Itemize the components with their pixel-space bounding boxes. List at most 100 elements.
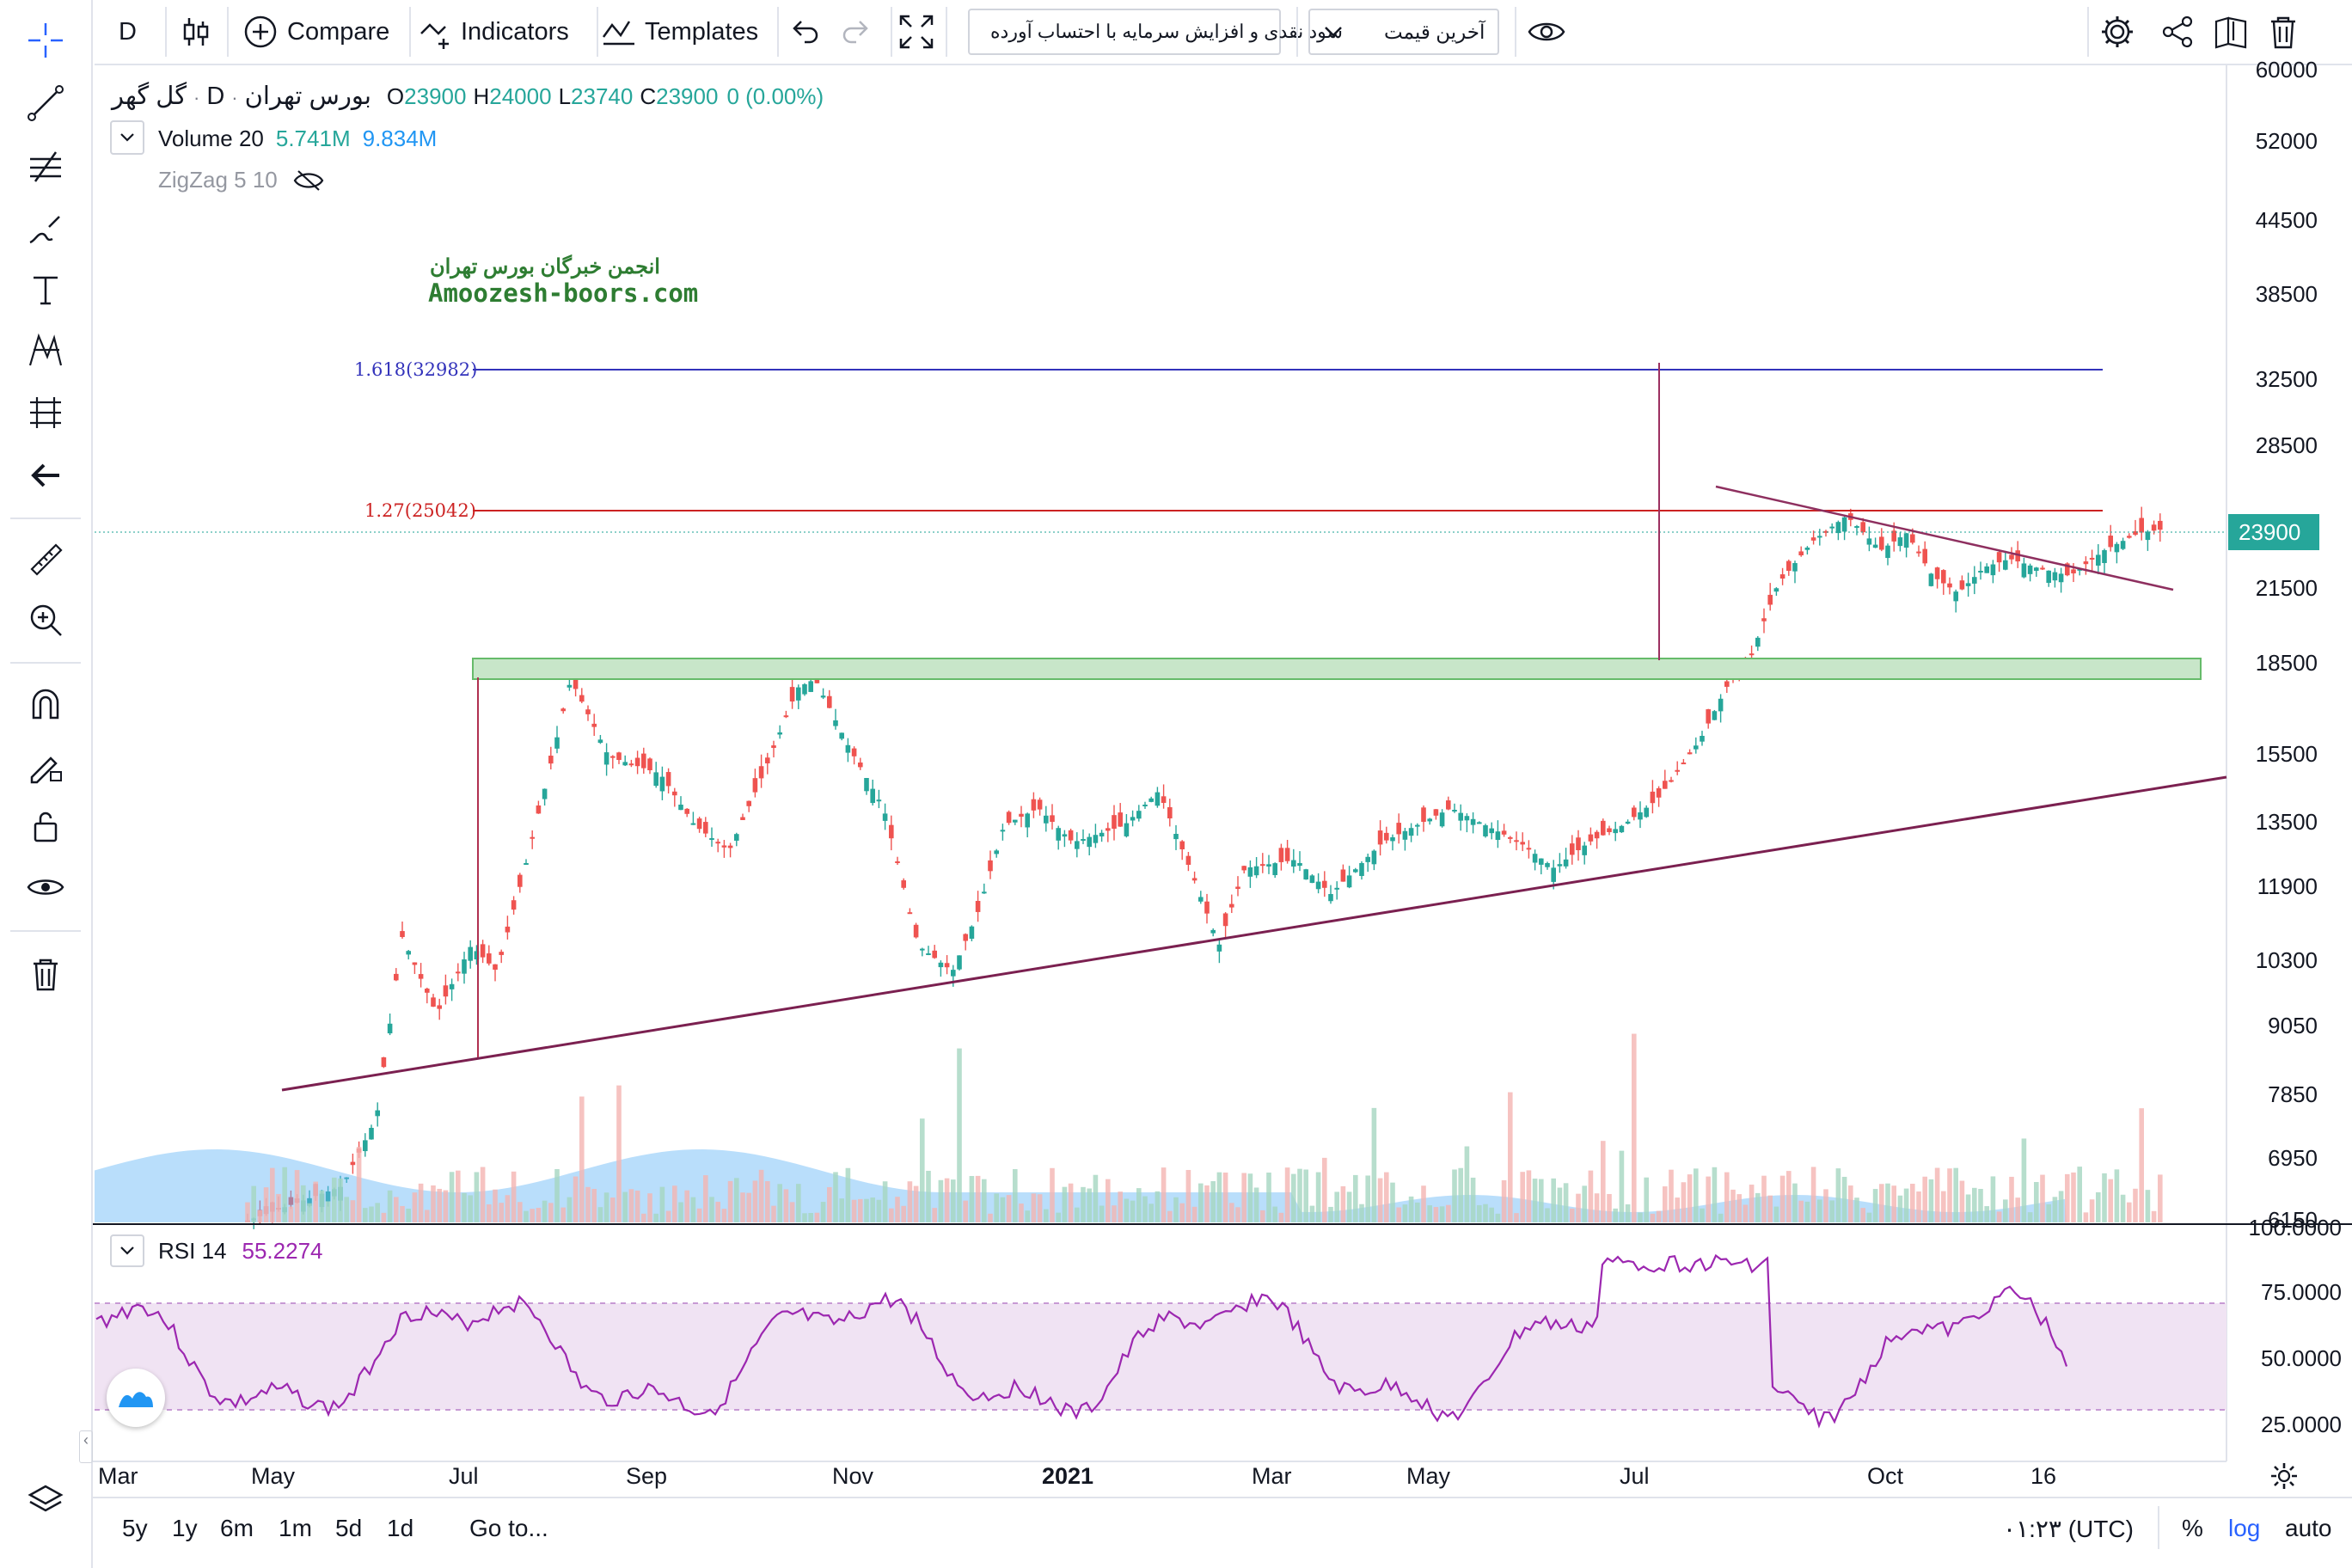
candle-body (1891, 530, 1896, 542)
volume-bar (1031, 1193, 1037, 1222)
crosshair-icon[interactable] (15, 10, 76, 70)
eye-icon[interactable] (15, 857, 76, 917)
candle-body (1161, 796, 1167, 803)
range-button-6m[interactable]: 6m (220, 1515, 254, 1541)
candle-body (740, 817, 745, 820)
candle-body (1204, 901, 1210, 914)
settings-gear-icon[interactable] (2099, 0, 2135, 64)
volume-bar (1006, 1195, 1012, 1222)
descending-trendline[interactable] (1715, 485, 2174, 591)
candle-body (1724, 681, 1730, 687)
layers-icon[interactable] (15, 1470, 76, 1530)
range-button-1y[interactable]: 1y (172, 1515, 198, 1541)
scale-settings-gear-icon[interactable] (2269, 1461, 2299, 1495)
volume-bar (1334, 1191, 1339, 1222)
price-chart[interactable] (93, 65, 2352, 1506)
trash-icon[interactable] (15, 944, 76, 1004)
candle-body (350, 1161, 356, 1166)
indicators-button[interactable]: Indicators (420, 0, 569, 64)
volume-bar (907, 1181, 913, 1222)
fullscreen-icon[interactable] (897, 0, 935, 64)
collapse-sidebar-chevron-icon[interactable]: ‹ (79, 1430, 93, 1463)
zigzag-legend[interactable]: ZigZag 5 10 (158, 167, 324, 193)
dividends-adjustment-select[interactable]: سود نقدی و افزایش سرمایه با احتساب آورده (968, 9, 1343, 55)
volume-legend[interactable]: Volume 20 5.741M 9.834M (158, 126, 437, 152)
rsi-collapse-button[interactable] (110, 1234, 144, 1267)
candle-body (1284, 848, 1290, 861)
tradingview-logo-icon[interactable] (107, 1369, 165, 1427)
volume-bar (1736, 1194, 1742, 1222)
price-tick-label: 21500 (2255, 575, 2318, 601)
delete-trash-icon[interactable] (2268, 0, 2299, 64)
candle-body (1427, 818, 1432, 822)
volume-bar (1198, 1183, 1204, 1222)
volume-bar (375, 1203, 380, 1222)
volume-bar (480, 1167, 486, 1222)
range-button-5y[interactable]: 5y (122, 1515, 148, 1541)
volume-bar (1470, 1177, 1476, 1222)
visibility-eye-icon[interactable] (1527, 0, 1566, 64)
collapse-legend-button[interactable] (110, 120, 144, 155)
candle-body (1155, 792, 1161, 806)
auto-scale-toggle[interactable]: auto (2285, 1515, 2332, 1541)
goto-button[interactable]: Go to... (469, 1515, 548, 1541)
volume-bar (684, 1190, 689, 1222)
magnet-icon[interactable] (15, 674, 76, 734)
candle-body (851, 748, 857, 756)
ruler-icon[interactable] (15, 529, 76, 589)
back-arrow-icon[interactable] (15, 445, 76, 505)
volume-bar (1253, 1187, 1259, 1222)
candles-icon[interactable] (179, 0, 213, 64)
lock-drawing-icon[interactable] (15, 735, 76, 795)
share-icon[interactable] (2161, 0, 2196, 64)
range-button-1m[interactable]: 1m (279, 1515, 312, 1541)
rsi-legend[interactable]: RSI 14 55.2274 (158, 1238, 322, 1265)
interval-button[interactable]: D (119, 17, 137, 46)
unlock-icon[interactable] (15, 795, 76, 855)
candle-body (1334, 887, 1339, 890)
support-trendline[interactable] (281, 775, 2227, 1092)
volume-bar (1433, 1207, 1439, 1222)
templates-button[interactable]: Templates (600, 0, 758, 64)
redo-icon[interactable] (841, 0, 872, 64)
hidden-eye-icon[interactable] (293, 168, 324, 193)
price-type-select[interactable]: آخرین قیمت (1308, 9, 1499, 55)
log-scale-toggle[interactable]: log (2228, 1515, 2261, 1541)
undo-icon[interactable] (789, 0, 820, 64)
compare-button[interactable]: Compare (242, 0, 389, 64)
timezone-clock[interactable]: ۰۱:۲۳ (UTC) (2003, 1516, 2134, 1542)
candle-body (1081, 839, 1086, 841)
price-tick-label: 15500 (2255, 741, 2318, 767)
range-button-5d[interactable]: 5d (335, 1515, 363, 1541)
prediction-icon[interactable] (15, 383, 76, 443)
pattern-icon[interactable] (15, 320, 76, 380)
text-tool-icon[interactable] (15, 260, 76, 320)
candle-body (418, 974, 424, 979)
volume-bar (622, 1191, 628, 1222)
volume-bar (288, 1206, 294, 1222)
volume-bar (1854, 1197, 1859, 1222)
volume-bar (499, 1203, 504, 1222)
volume-bar (1489, 1207, 1494, 1222)
range-button-1d[interactable]: 1d (387, 1515, 414, 1541)
brush-icon[interactable] (15, 199, 76, 259)
trend-line-icon[interactable] (15, 73, 76, 133)
price-tick-label: 38500 (2255, 281, 2318, 307)
bookmark-book-icon[interactable] (2213, 0, 2249, 64)
resistance-zone[interactable] (472, 658, 2202, 680)
candle-body (951, 970, 956, 977)
volume-bar (882, 1181, 888, 1222)
candle-body (1520, 842, 1525, 845)
price-tick-label: 13500 (2255, 809, 2318, 835)
candle-body (363, 1140, 368, 1152)
candle-body (1118, 812, 1123, 827)
candle-body (1829, 526, 1834, 529)
volume-bar (963, 1200, 968, 1222)
volume-bar (1340, 1185, 1346, 1222)
candle-body (1594, 831, 1600, 839)
volume-bar (456, 1170, 461, 1222)
volume-bar (1891, 1185, 1896, 1222)
percent-scale-toggle[interactable]: % (2182, 1515, 2203, 1541)
fib-retracement-icon[interactable] (15, 136, 76, 196)
zoom-in-icon[interactable] (15, 590, 76, 650)
